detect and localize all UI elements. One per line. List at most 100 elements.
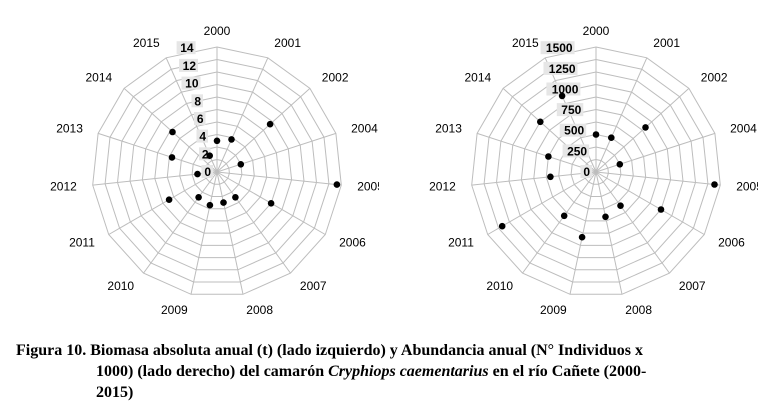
category-label-2006: 2006 <box>718 236 745 250</box>
grid-spoke <box>595 171 670 274</box>
tick-label-6: 6 <box>197 112 204 126</box>
data-point-2010 <box>195 194 202 201</box>
data-point-2010 <box>560 212 568 220</box>
category-label-2002: 2002 <box>701 71 728 85</box>
category-label-2006: 2006 <box>339 236 366 250</box>
figure-caption: Figura 10. Biomasa absoluta anual (t) (l… <box>16 340 746 403</box>
tick-label-0: 0 <box>204 165 211 179</box>
category-label-2012: 2012 <box>429 180 456 194</box>
data-point-2013 <box>545 153 552 160</box>
grid-spoke <box>595 171 721 186</box>
tick-label-12: 12 <box>183 59 197 73</box>
category-label-2007: 2007 <box>300 279 327 293</box>
tick-label-bg <box>179 58 198 72</box>
grid-spoke <box>143 171 218 274</box>
category-label-2013: 2013 <box>56 121 83 135</box>
grid-ring <box>129 83 305 259</box>
grid-spoke <box>108 171 218 235</box>
grid-spoke <box>487 171 597 235</box>
category-label-2001: 2001 <box>274 36 301 50</box>
tick-label-250: 250 <box>567 144 587 158</box>
category-label-2005: 2005 <box>736 180 758 194</box>
data-point-2004 <box>237 161 245 168</box>
grid-spoke <box>595 132 716 173</box>
tick-label-bg <box>546 82 581 96</box>
data-point-2002 <box>642 124 649 131</box>
grid-ring <box>545 121 647 222</box>
category-label-2001: 2001 <box>653 36 680 50</box>
data-point-2008 <box>220 199 227 206</box>
category-label-2014: 2014 <box>85 71 112 85</box>
tick-label-500: 500 <box>564 124 584 138</box>
grid-ring <box>191 146 243 197</box>
category-label-2007: 2007 <box>679 279 706 293</box>
tick-label-750: 750 <box>561 103 581 117</box>
grid-ring <box>116 71 318 271</box>
grid-spoke <box>216 171 291 274</box>
tick-label-bg <box>199 147 211 161</box>
grid-spoke <box>522 171 597 274</box>
grid-spoke <box>190 171 218 295</box>
tick-label-bg <box>540 41 575 55</box>
tick-label-bg <box>543 61 578 75</box>
grid-spoke <box>97 132 218 173</box>
data-point-2006 <box>267 200 275 207</box>
data-point-2011 <box>165 196 173 203</box>
data-point-2001 <box>228 136 235 143</box>
tick-label-14: 14 <box>180 41 194 55</box>
tick-label-8: 8 <box>194 94 201 108</box>
category-label-2011: 2011 <box>69 236 95 250</box>
grid-spoke <box>595 57 648 173</box>
abundance-radar-chart: 2000 2001 2002 2004 2005 2006 2007 2008 2009 2010… <box>429 24 758 317</box>
data-point-2012 <box>547 173 554 181</box>
data-point-2007 <box>617 202 624 209</box>
tick-label-1000: 1000 <box>552 83 579 97</box>
data-point-2013 <box>168 154 176 161</box>
grid-ring <box>533 108 659 234</box>
category-label-2015: 2015 <box>133 36 160 50</box>
grid-spoke <box>216 57 269 173</box>
category-label-2015: 2015 <box>512 36 539 50</box>
data-point-2001 <box>608 134 615 141</box>
grid-spoke <box>502 87 597 173</box>
grid-ring <box>471 46 721 295</box>
grid-spoke <box>595 171 623 295</box>
category-label-2008: 2008 <box>246 303 273 317</box>
tick-label-bg <box>556 103 584 117</box>
data-point-2005 <box>711 181 718 188</box>
biomass-radar-chart: 2000200120022004200520062007200820092010… <box>50 24 379 317</box>
data-point-2012 <box>194 170 201 178</box>
caption-line-2: 1000) (lado derecho) del camarón Cryphio… <box>96 363 647 401</box>
category-label-2009: 2009 <box>540 303 567 317</box>
tick-label-1250: 1250 <box>549 62 576 76</box>
grid-spoke <box>595 87 690 173</box>
category-label-2014: 2014 <box>464 71 491 85</box>
category-label-2013: 2013 <box>435 121 462 135</box>
tick-label-10: 10 <box>185 77 199 91</box>
category-label-2010: 2010 <box>107 279 134 293</box>
category-label-2000: 2000 <box>204 24 231 38</box>
grid-ring <box>166 121 268 222</box>
category-label-2011: 2011 <box>448 236 474 250</box>
data-point-2008 <box>602 213 609 221</box>
data-point-2002 <box>266 120 274 128</box>
category-label-2012: 2012 <box>50 180 77 194</box>
tick-label-bg <box>562 144 590 158</box>
category-label-2002: 2002 <box>322 71 349 85</box>
data-point-2006 <box>657 206 665 213</box>
grid-ring <box>104 58 330 283</box>
grid-spoke <box>216 171 244 295</box>
category-label-2010: 2010 <box>486 279 513 293</box>
data-point-2009 <box>206 201 214 209</box>
tick-label-bg <box>194 112 206 125</box>
data-point-2009 <box>578 233 586 241</box>
grid-spoke <box>216 132 337 173</box>
grid-ring <box>570 146 622 197</box>
category-label-2004: 2004 <box>351 121 378 135</box>
category-label-2000: 2000 <box>583 24 610 38</box>
tick-label-bg <box>176 41 196 55</box>
category-label-2008: 2008 <box>625 303 652 317</box>
grid-ring <box>495 71 697 271</box>
grid-spoke <box>216 171 342 186</box>
category-label-2005: 2005 <box>357 180 379 194</box>
